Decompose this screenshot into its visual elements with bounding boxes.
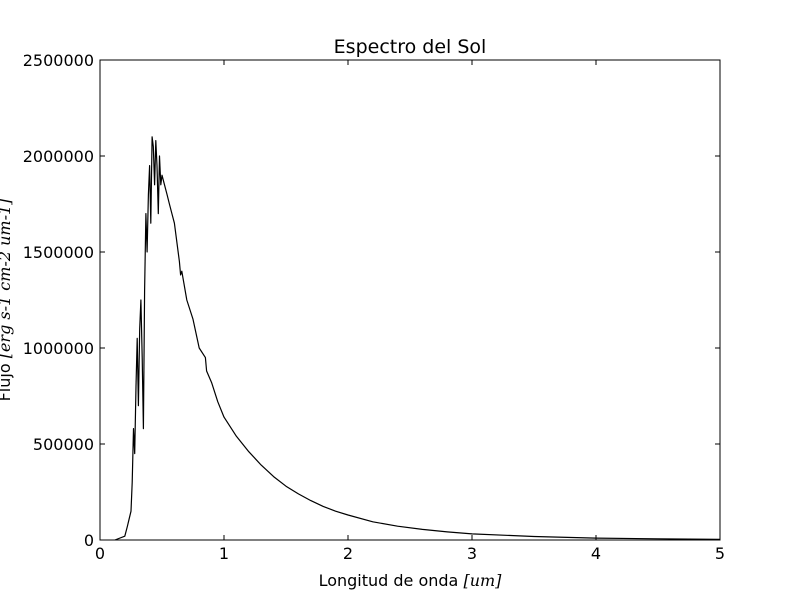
- x-tick-label: 5: [715, 544, 725, 563]
- y-axis-ticks: 0 500000 1000000 1500000 2000000 2500000: [23, 51, 720, 550]
- x-axis-label: Longitud de onda [um]: [319, 571, 503, 590]
- y-tick-label: 2000000: [23, 147, 94, 166]
- x-axis-label-text: Longitud de onda: [319, 571, 464, 590]
- y-axis-label-text: Flujo: [0, 358, 14, 401]
- x-tick-label: 2: [343, 544, 353, 563]
- x-tick-label: 0: [95, 544, 105, 563]
- x-axis-ticks: 0 1 2 3 4 5: [95, 60, 725, 563]
- spectrum-line: [114, 136, 721, 541]
- y-tick-label: 1000000: [23, 339, 94, 358]
- plot-area: [99, 59, 721, 541]
- y-axis-label-unit: [erg s-1 cm-2 um-1]: [0, 198, 14, 358]
- chart-title: Espectro del Sol: [334, 36, 487, 58]
- y-tick-label: 1500000: [23, 243, 94, 262]
- x-axis-label-unit: [um]: [463, 571, 502, 590]
- y-tick-label: 2500000: [23, 51, 94, 70]
- y-tick-label: 0: [84, 531, 94, 550]
- x-tick-label: 3: [467, 544, 477, 563]
- y-tick-label: 500000: [33, 435, 94, 454]
- x-tick-label: 4: [591, 544, 601, 563]
- x-tick-label: 1: [219, 544, 229, 563]
- y-axis-label: Flujo [erg s-1 cm-2 um-1]: [0, 198, 14, 402]
